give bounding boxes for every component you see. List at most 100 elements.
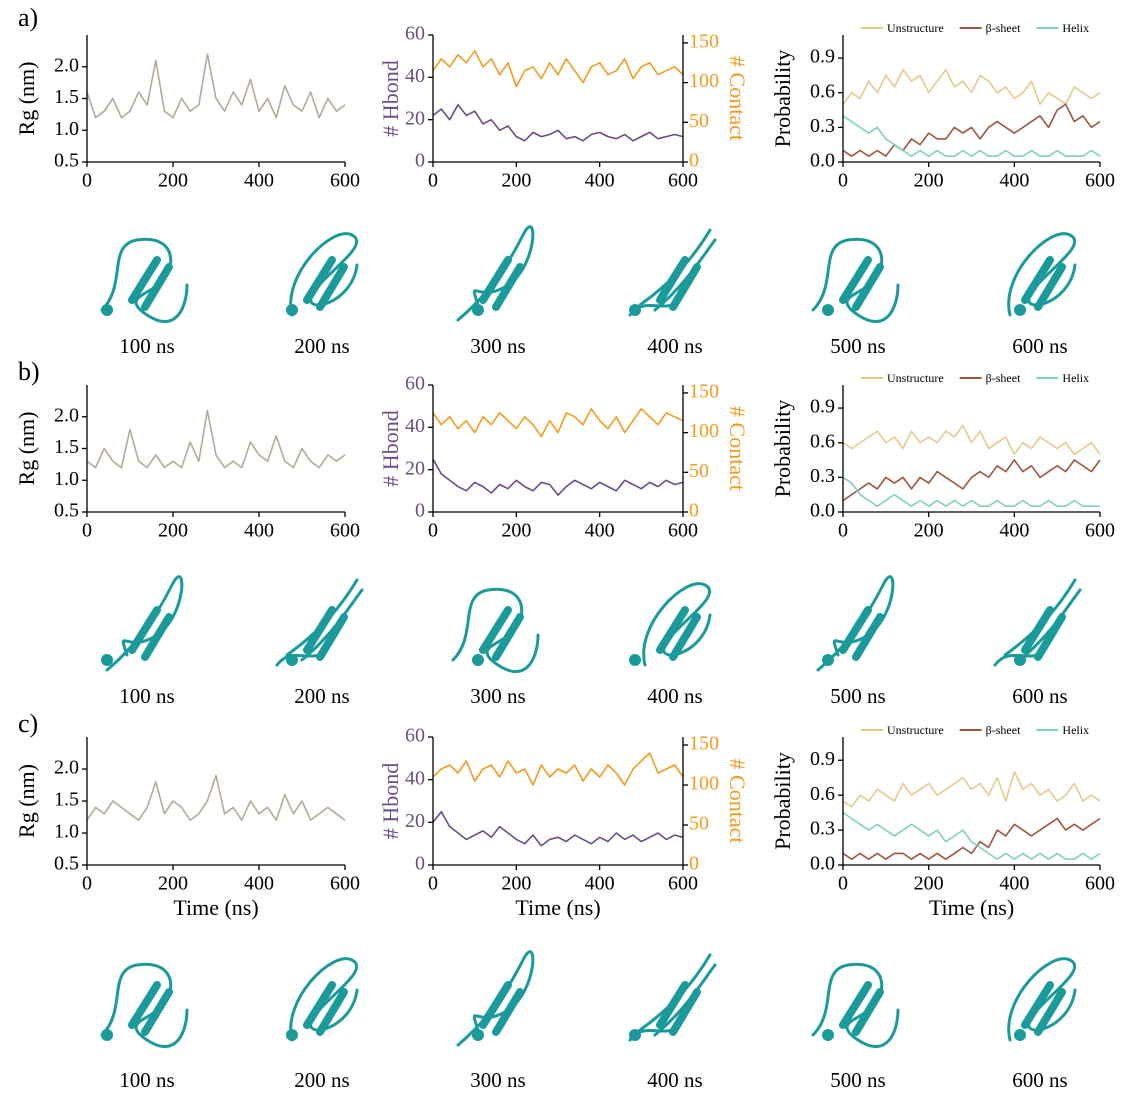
y-tick-label: 40 (405, 767, 425, 789)
protein-strand (316, 988, 348, 1036)
y-tick-label: 1.0 (54, 118, 79, 140)
protein-strand (669, 988, 701, 1036)
y-tick-label: 0.0 (810, 500, 835, 522)
y-tick-label: 0.3 (810, 115, 835, 137)
protein-strand (839, 256, 872, 304)
x-tick-label: 600 (668, 170, 698, 192)
y-tick-label: 0.9 (810, 748, 835, 770)
protein-structure (816, 575, 895, 672)
protein-terminus (822, 304, 834, 316)
protein-structure (456, 225, 535, 322)
x-tick-label: 200 (158, 170, 188, 192)
y-tick-label: 0.3 (810, 465, 835, 487)
y-tick-label: 0.6 (810, 430, 835, 452)
protein-strand (128, 981, 161, 1029)
x-tick-label: 0 (838, 170, 848, 192)
protein-terminus (472, 1029, 484, 1041)
protein-strand (852, 263, 884, 311)
y-tick-label: 0.5 (54, 853, 79, 875)
protein-strand (852, 988, 884, 1036)
axis-frame (842, 737, 1100, 866)
protein-strand (1034, 263, 1066, 311)
data-line (842, 115, 1101, 157)
legend-label: Unstructure (887, 371, 944, 385)
x-tick-label: 600 (330, 170, 360, 192)
protein-structure (451, 587, 540, 673)
legend-label: Helix (1062, 371, 1089, 385)
protein-structure (628, 953, 717, 1042)
protein-structure (101, 575, 184, 672)
protein-strand (479, 256, 512, 304)
protein-strand (852, 613, 884, 661)
axis-frame (432, 35, 684, 163)
x-tick-label: 600 (1085, 520, 1115, 542)
protein-strand (479, 606, 512, 654)
data-line (432, 810, 684, 847)
protein-strand (669, 263, 701, 311)
y-axis-title: Probability (770, 752, 795, 850)
y-tick-label: 0 (415, 150, 425, 172)
legend-label: β-sheet (986, 371, 1021, 385)
protein-strand (492, 613, 524, 661)
protein-strand (303, 606, 336, 654)
x-tick-label: 200 (158, 520, 188, 542)
protein-terminus (286, 654, 298, 666)
y-axis-title: Probability (770, 400, 795, 498)
x-tick-label: 200 (501, 170, 531, 192)
x-tick-label: 0 (428, 520, 438, 542)
y-axis-title: Probability (770, 50, 795, 148)
protein-terminus (286, 304, 298, 316)
protein-structure (100, 237, 189, 323)
protein-structure (1007, 232, 1077, 317)
protein-strand (316, 613, 348, 661)
protein-coil (289, 957, 359, 1042)
snapshot-label: 200 ns (294, 334, 349, 358)
protein-strand (303, 256, 336, 304)
legend-label: β-sheet (986, 723, 1021, 737)
x-tick-label: 600 (330, 873, 360, 895)
x-tick-label: 600 (668, 873, 698, 895)
x-tick-label: 400 (999, 170, 1029, 192)
axis-frame (432, 737, 684, 866)
y-tick-label: 0.0 (810, 853, 835, 875)
y-tick-label: 60 (405, 23, 425, 45)
data-line (842, 811, 1101, 860)
y-axis-title: # Hbond (378, 60, 403, 136)
protein-structure (286, 957, 359, 1042)
x-tick-label: 400 (585, 170, 615, 192)
protein-strand (141, 263, 173, 311)
y-tick-label: 20 (405, 810, 425, 832)
snapshot-label: 100 ns (119, 684, 174, 708)
x-axis-title: Time (ns) (929, 895, 1014, 920)
x-tick-label: 400 (585, 873, 615, 895)
protein-strand (316, 263, 348, 311)
protein-strand (1021, 606, 1054, 654)
protein-strand (141, 988, 173, 1036)
y-tick-label: 0.5 (54, 500, 79, 522)
snapshot-label: 400 ns (647, 1068, 702, 1092)
data-line (86, 409, 346, 469)
axis-frame (432, 385, 684, 513)
protein-terminus (1014, 1029, 1026, 1041)
x-tick-label: 600 (1085, 170, 1115, 192)
protein-strand (669, 613, 701, 661)
data-line (842, 771, 1101, 808)
y2-tick-label: 100 (689, 420, 719, 442)
x-axis-title: Time (ns) (515, 895, 600, 920)
y-tick-label: 0.0 (810, 150, 835, 172)
protein-structure (629, 582, 712, 667)
protein-strand (839, 606, 872, 654)
snapshot-label: 300 ns (470, 1068, 525, 1092)
y-tick-label: 1.5 (54, 86, 79, 108)
x-tick-label: 600 (668, 520, 698, 542)
protein-structure (811, 237, 900, 323)
x-tick-label: 200 (914, 520, 944, 542)
x-tick-label: 0 (838, 520, 848, 542)
protein-terminus (629, 304, 641, 316)
x-tick-label: 400 (585, 520, 615, 542)
y-tick-label: 1.0 (54, 821, 79, 843)
protein-terminus (822, 654, 834, 666)
snapshot-label: 500 ns (830, 1068, 885, 1092)
data-line (86, 774, 346, 821)
x-tick-label: 0 (82, 170, 92, 192)
